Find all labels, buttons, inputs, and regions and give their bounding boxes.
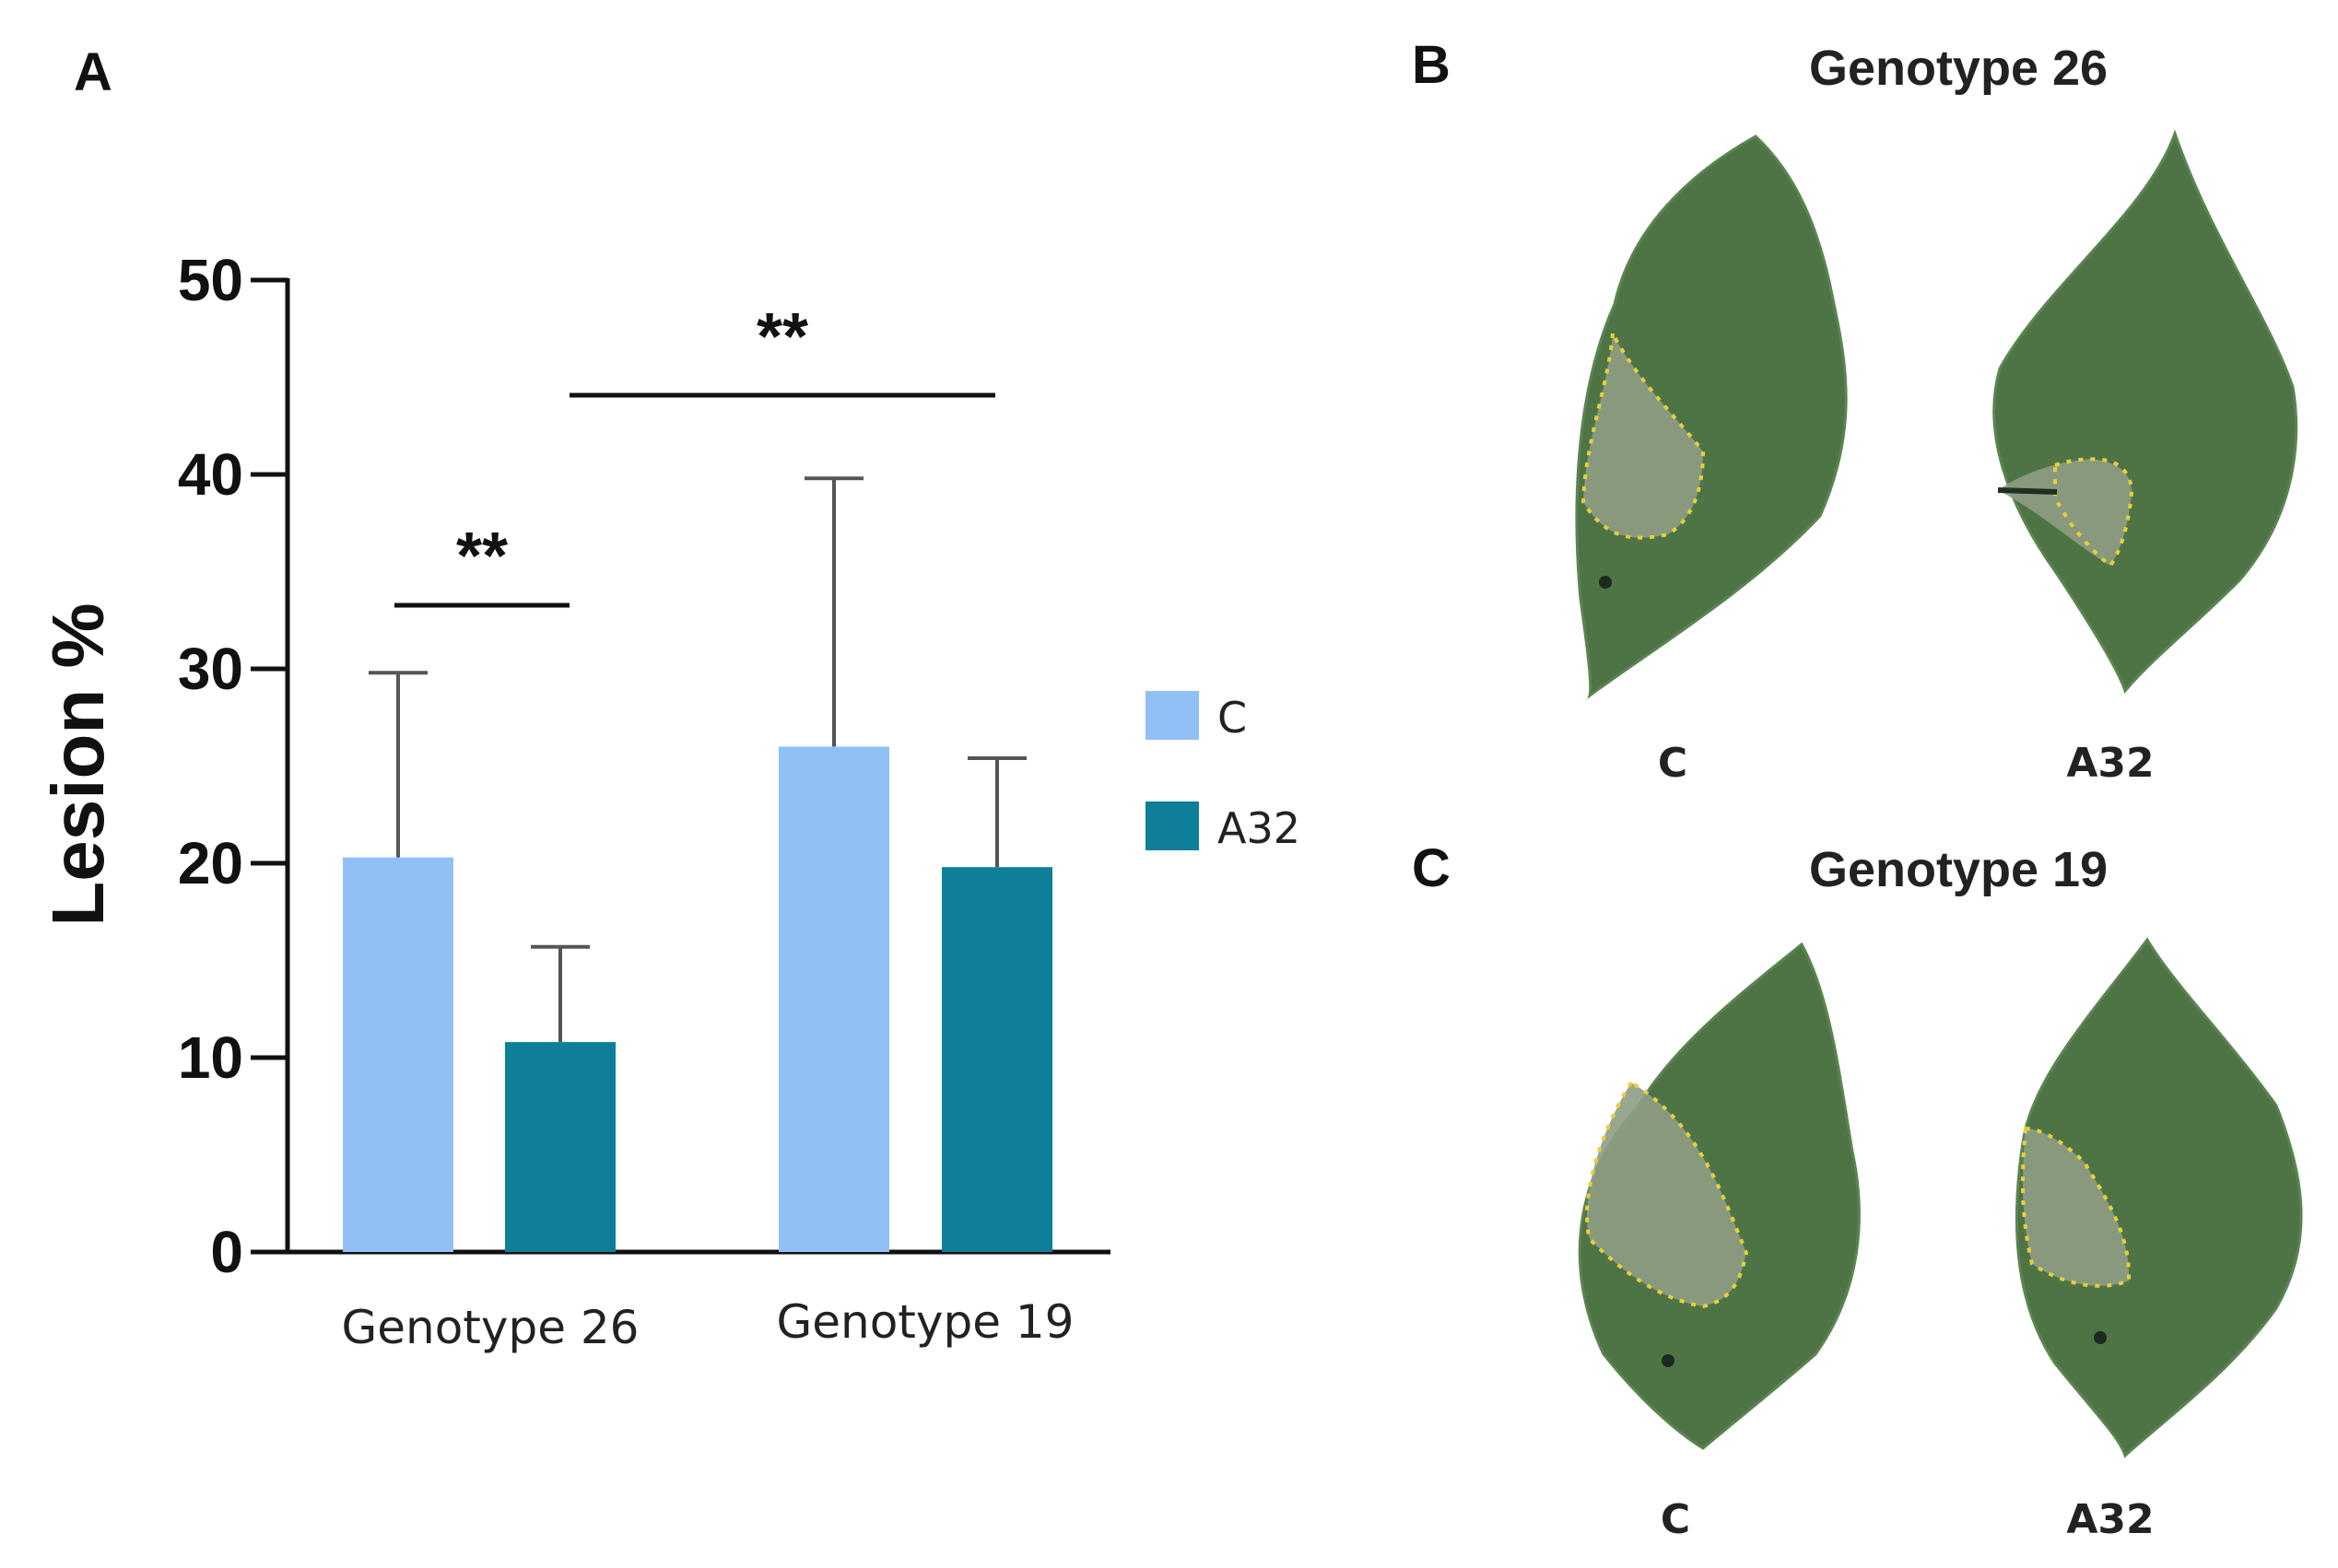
bar-c-genotype-26 — [343, 857, 453, 1252]
lesion-bar-chart: 0 10 20 30 40 50 ** ** Lesion % Genotype 26 Ge… — [37, 247, 1300, 1354]
y-axis-label: Lesion % — [37, 603, 119, 926]
legend-swatch-c — [1146, 691, 1199, 740]
legend: C A32 — [1146, 691, 1300, 853]
significance-label-1: ** — [757, 300, 808, 374]
y-tick-label-40: 40 — [178, 441, 243, 508]
error-bars — [369, 476, 1027, 1043]
leaf-photo-genotype-19-c — [1578, 942, 1861, 1450]
leaf-photo-genotype-26-c — [1575, 135, 1848, 699]
bar-c-genotype-19 — [779, 746, 889, 1252]
inoculation-dot — [1662, 1354, 1674, 1367]
legend-swatch-a32 — [1146, 802, 1199, 850]
panel-c-title: Genotype 19 — [1809, 842, 2108, 897]
bars — [343, 746, 1052, 1252]
inoculation-dot — [1599, 576, 1612, 589]
y-tick-label-0: 0 — [210, 1219, 243, 1285]
inoculation-dot — [2094, 1331, 2107, 1344]
significance-label-0: ** — [456, 520, 508, 593]
leaf-photo-genotype-26-a32 — [1992, 129, 2298, 695]
bar-a32-genotype-19 — [942, 867, 1052, 1252]
category-label-genotype-26: Genotype 26 — [342, 1301, 640, 1354]
panel-a-letter: A — [74, 42, 112, 102]
y-tick-label-50: 50 — [178, 247, 243, 313]
panel-b-title: Genotype 26 — [1809, 41, 2108, 96]
y-axis: 0 10 20 30 40 50 — [178, 247, 290, 1285]
significance-markers: ** ** — [394, 300, 995, 608]
panel-c-caption-a32: A32 — [2066, 1496, 2154, 1543]
category-label-genotype-19: Genotype 19 — [777, 1295, 1075, 1349]
leaf-photo-genotype-19-a32 — [2015, 937, 2303, 1458]
y-tick-label-20: 20 — [178, 830, 243, 896]
bar-a32-genotype-26 — [505, 1042, 616, 1252]
y-tick-label-30: 30 — [178, 636, 243, 702]
legend-label-c: C — [1217, 693, 1247, 743]
panel-c-caption-c: C — [1661, 1496, 1690, 1543]
y-tick-label-10: 10 — [178, 1024, 243, 1091]
panel-c-letter: C — [1412, 838, 1451, 898]
panel-b-caption-a32: A32 — [2066, 740, 2154, 787]
panel-b-caption-c: C — [1658, 740, 1687, 787]
panel-b-letter: B — [1412, 35, 1451, 95]
legend-label-a32: A32 — [1217, 803, 1300, 853]
